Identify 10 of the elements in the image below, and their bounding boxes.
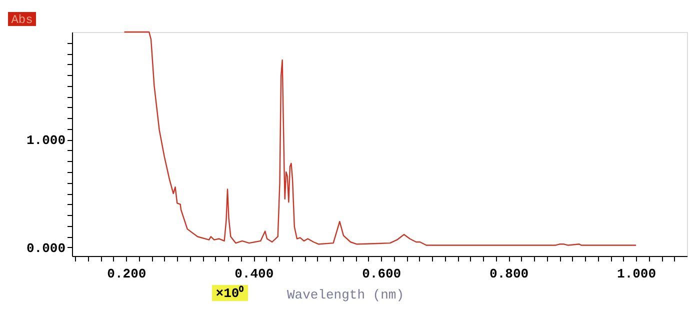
x-tick-label: 0.400: [234, 266, 274, 282]
line-series: [124, 31, 637, 246]
x-tick-label: 0.600: [362, 266, 402, 282]
y-tick-label: 0.000: [26, 240, 66, 256]
x-axis-title: Wavelength (nm): [286, 288, 404, 302]
text: ×10⁰: [216, 285, 244, 301]
x-tick-label: 0.800: [490, 266, 529, 282]
x-tick-label: 0.200: [107, 266, 146, 282]
y-axis-title: Abs: [11, 13, 33, 27]
x-tick-label: 1.000: [617, 266, 656, 282]
